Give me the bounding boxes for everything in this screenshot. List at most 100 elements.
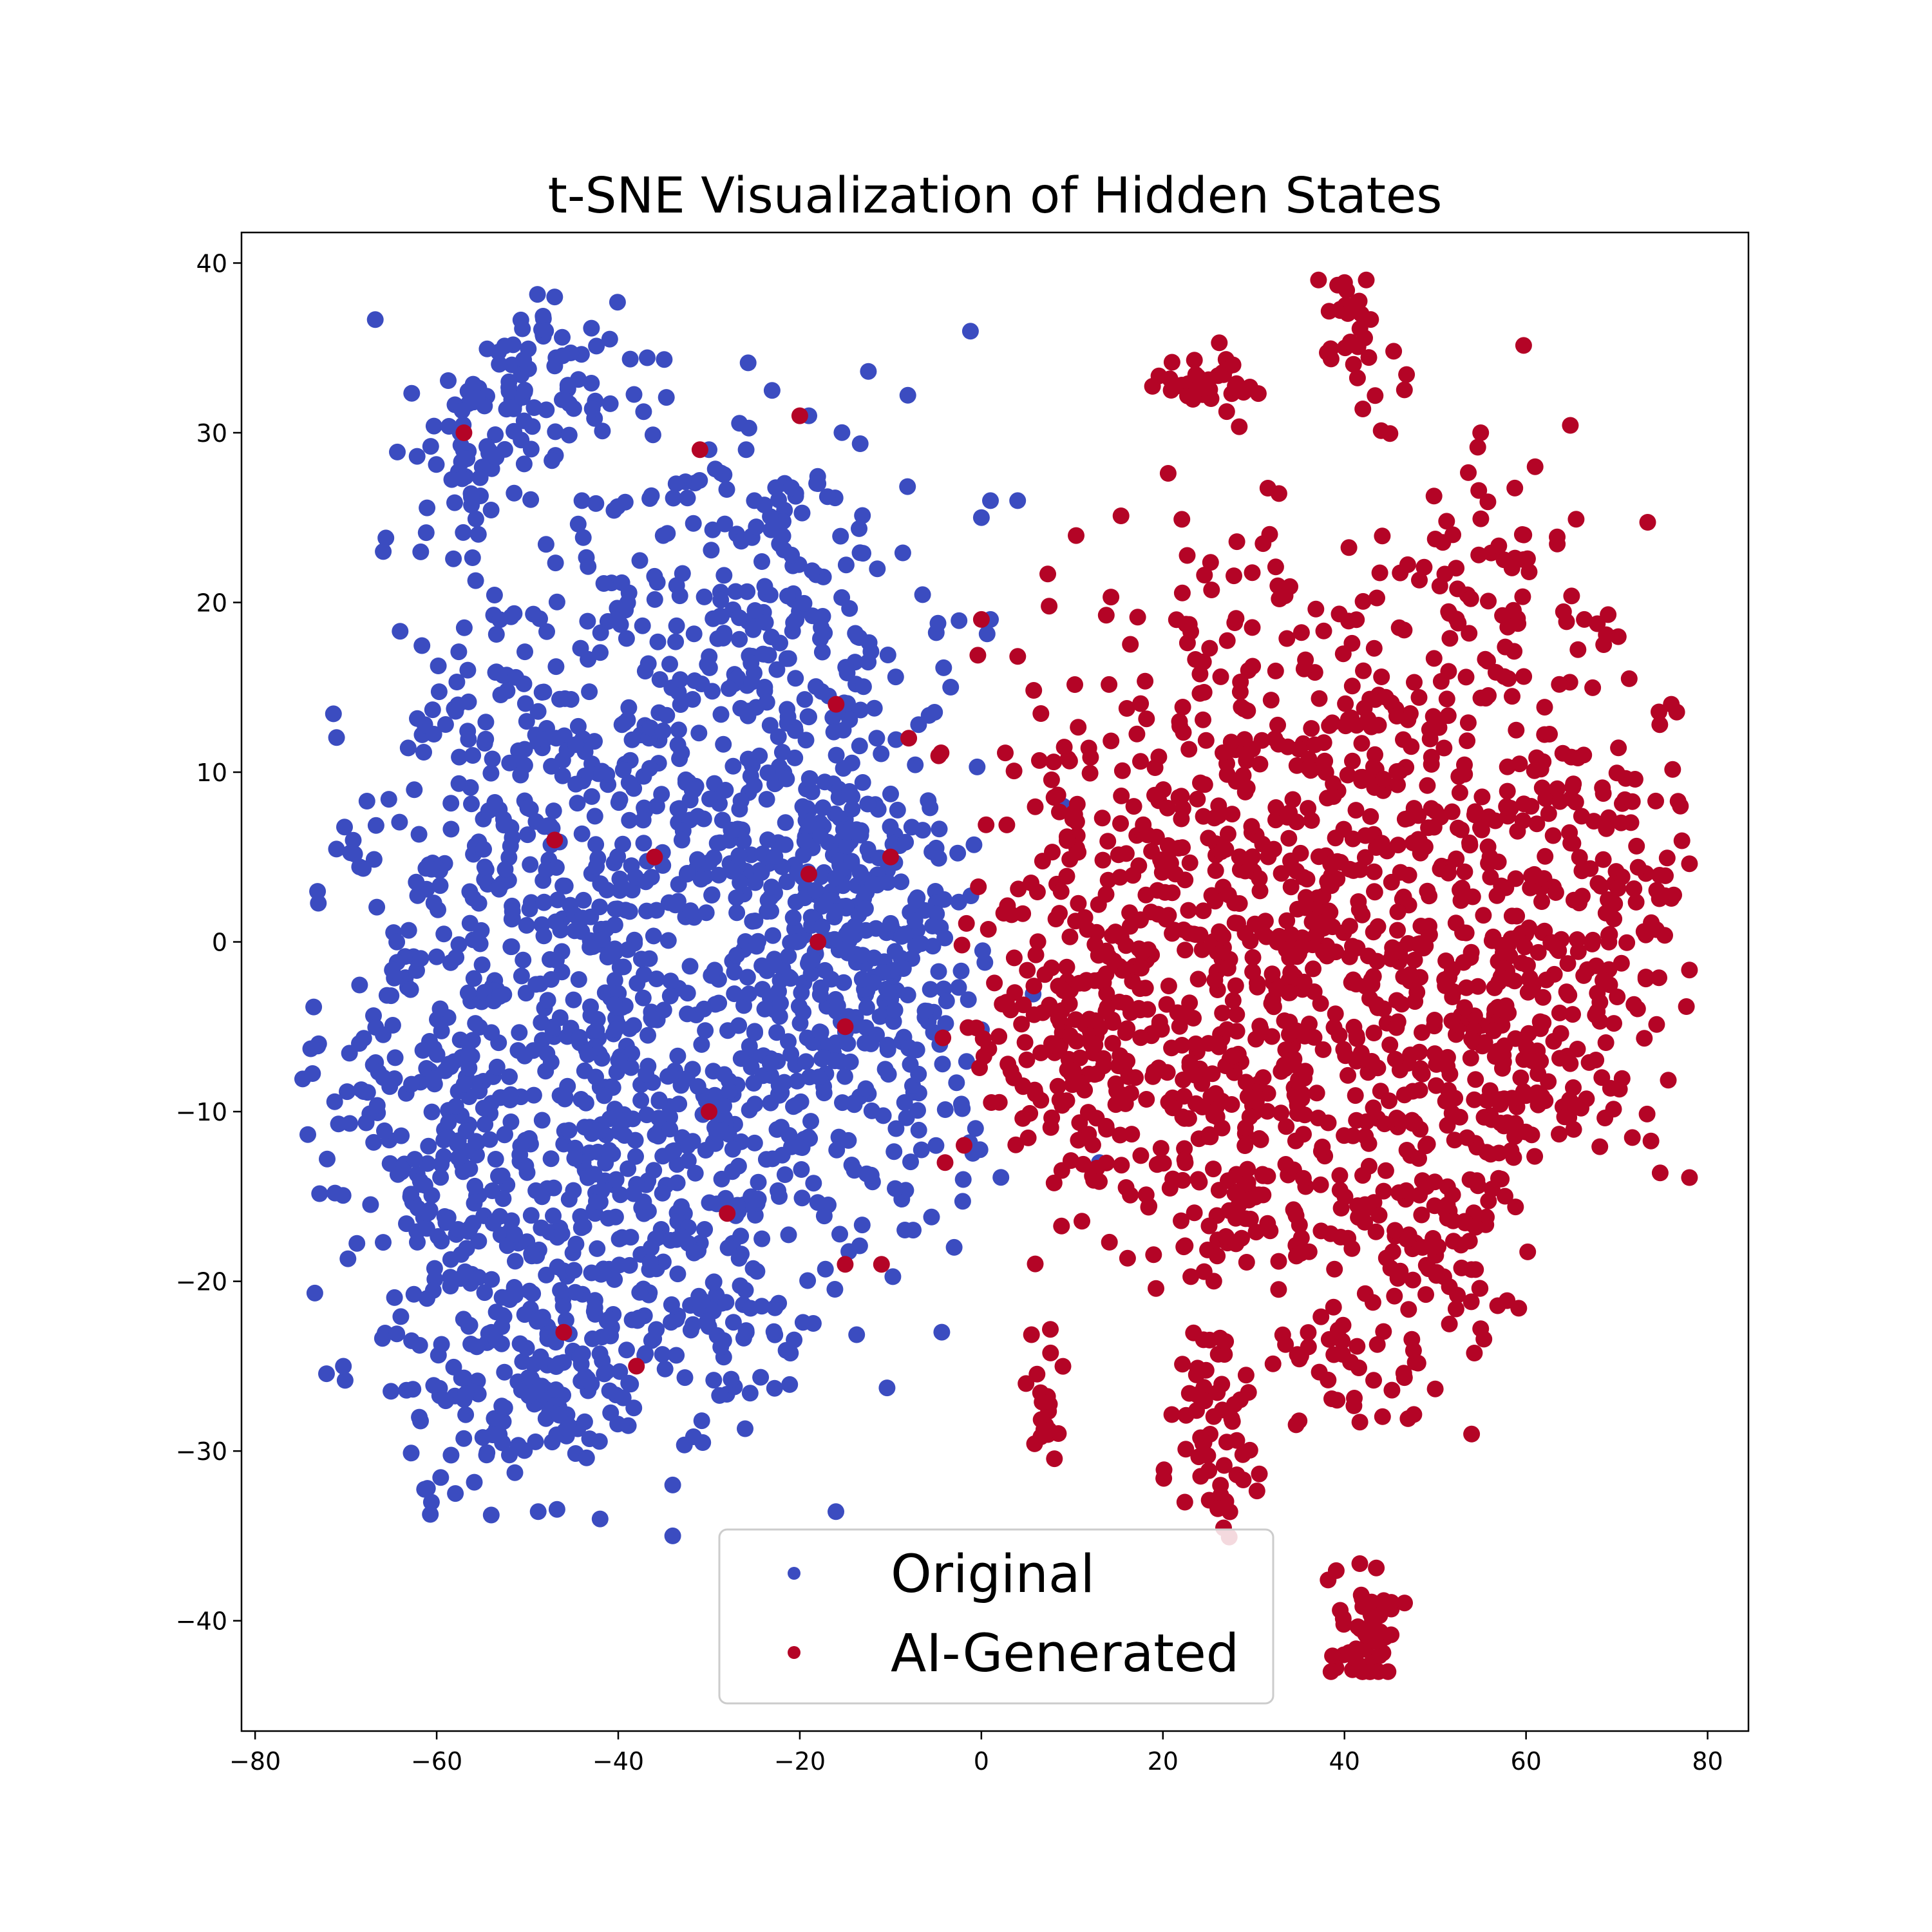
data-point: [1587, 1007, 1604, 1024]
data-point: [432, 1169, 450, 1186]
data-point: [740, 703, 757, 720]
data-point: [1164, 884, 1181, 902]
data-point: [1443, 1104, 1461, 1122]
data-point: [967, 1120, 984, 1137]
data-point: [704, 683, 721, 700]
data-point: [1672, 797, 1689, 815]
data-point: [1423, 755, 1440, 773]
data-point: [1354, 1663, 1371, 1680]
data-point: [1280, 829, 1298, 847]
data-point: [1354, 592, 1372, 610]
data-point: [744, 1260, 762, 1277]
data-point: [650, 1110, 667, 1127]
data-point: [1206, 972, 1224, 989]
data-point: [522, 856, 539, 873]
data-point: [342, 844, 359, 862]
data-point: [1132, 911, 1149, 929]
data-point: [1112, 869, 1129, 886]
data-point: [1337, 695, 1354, 712]
data-point: [1375, 1182, 1392, 1200]
data-point: [621, 350, 639, 368]
data-point: [547, 1358, 565, 1375]
data-point: [661, 987, 679, 1005]
data-point: [1195, 711, 1211, 728]
data-point: [1308, 1084, 1325, 1102]
data-point: [1291, 945, 1307, 962]
data-point: [1103, 732, 1120, 750]
data-point: [632, 951, 650, 968]
data-point: [1367, 387, 1384, 404]
data-point: [756, 578, 773, 595]
data-point: [1367, 746, 1383, 763]
data-point: [969, 758, 986, 775]
data-point: [1406, 674, 1423, 691]
data-point: [1251, 882, 1269, 900]
data-point: [701, 1103, 717, 1121]
data-point: [809, 1194, 826, 1211]
data-point: [1507, 870, 1524, 887]
data-point: [1081, 764, 1099, 782]
data-point: [1351, 1414, 1368, 1431]
data-point: [437, 1392, 455, 1410]
data-point: [304, 1065, 321, 1082]
data-point: [1469, 439, 1486, 456]
data-point: [1216, 1346, 1233, 1363]
data-point: [1609, 989, 1626, 1005]
data-point: [810, 933, 827, 951]
data-point: [1325, 1346, 1343, 1363]
data-point: [662, 972, 679, 990]
data-point: [641, 1254, 659, 1271]
data-point: [1651, 969, 1667, 987]
y-tick-label: 40: [196, 249, 227, 278]
data-point: [1556, 1108, 1573, 1126]
data-point: [781, 969, 798, 986]
data-point: [453, 402, 471, 419]
data-point: [1176, 1110, 1193, 1127]
data-point: [1086, 936, 1104, 953]
data-point: [942, 679, 960, 696]
data-point: [614, 1389, 632, 1406]
data-point: [884, 835, 902, 853]
data-point: [840, 1132, 857, 1149]
data-point: [1067, 1011, 1084, 1028]
data-point: [1521, 969, 1539, 987]
data-point: [496, 440, 513, 458]
data-point: [854, 947, 871, 964]
data-point: [422, 1506, 439, 1523]
data-point: [1112, 507, 1130, 524]
data-point: [425, 1377, 442, 1394]
data-point: [1016, 1034, 1034, 1051]
data-point: [1209, 1384, 1226, 1401]
data-point: [1467, 1071, 1484, 1088]
data-point: [1258, 928, 1275, 945]
data-point: [392, 1308, 410, 1325]
data-point: [1101, 676, 1118, 693]
data-point: [730, 1249, 748, 1267]
data-point: [494, 1434, 511, 1452]
data-point: [1402, 966, 1419, 983]
data-point: [1480, 808, 1497, 826]
data-point: [1519, 983, 1537, 1001]
data-point: [588, 337, 605, 355]
data-point: [1462, 590, 1479, 607]
data-point: [1045, 753, 1063, 771]
data-point: [357, 1114, 375, 1132]
data-point: [1278, 1118, 1295, 1135]
data-point: [854, 774, 871, 791]
data-point: [309, 883, 327, 900]
data-point: [645, 927, 662, 945]
data-point: [1164, 1099, 1181, 1117]
data-point: [1495, 944, 1511, 961]
data-point: [1094, 810, 1111, 827]
data-point: [852, 701, 869, 719]
data-point: [1624, 793, 1641, 810]
data-point: [533, 1112, 551, 1129]
data-point: [506, 605, 523, 622]
data-point: [746, 777, 763, 794]
data-point: [1058, 867, 1075, 885]
data-point: [526, 399, 543, 416]
data-point: [533, 684, 551, 701]
data-point: [827, 903, 844, 920]
data-point: [728, 889, 745, 907]
data-point: [1191, 685, 1209, 702]
